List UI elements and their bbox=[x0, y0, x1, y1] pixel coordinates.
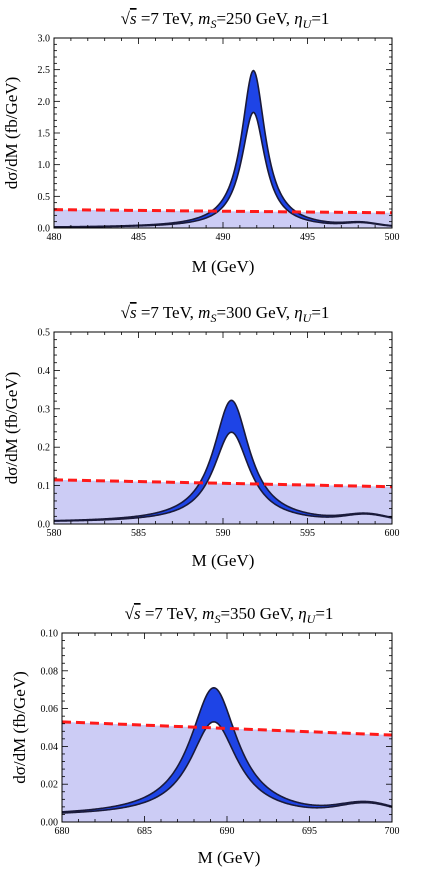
y-tick-label: 0.02 bbox=[41, 780, 59, 791]
x-tick-label: 580 bbox=[47, 528, 62, 539]
x-tick-label: 485 bbox=[131, 232, 146, 243]
signal-band-upper-edge bbox=[62, 687, 392, 813]
x-tick-label: 490 bbox=[216, 232, 231, 243]
y-tick-label: 0.06 bbox=[41, 704, 59, 715]
x-tick-label: 480 bbox=[47, 232, 62, 243]
y-tick-label: 0.0 bbox=[38, 520, 51, 531]
signal-band-upper-edge bbox=[54, 399, 392, 522]
plot-area bbox=[54, 399, 392, 524]
x-tick-label: 595 bbox=[300, 528, 315, 539]
x-axis-label: M (GeV) bbox=[198, 848, 261, 867]
x-tick-label: 590 bbox=[216, 528, 231, 539]
chart-panel: 680 685 690 695 700 0.00 0.02 0.04 0.06 0.08 0.10 M… bbox=[10, 604, 400, 867]
limit-line bbox=[54, 208, 392, 215]
signal-band bbox=[54, 400, 392, 522]
limit-line bbox=[54, 478, 392, 489]
signal-band-lower-edge bbox=[54, 111, 392, 228]
y-axis-label: dσ/dM (fb/GeV) bbox=[10, 671, 29, 784]
chart-title: √s =7 TeV, mS=300 GeV, ηU=1 bbox=[121, 303, 330, 325]
y-tick-label: 0.1 bbox=[38, 481, 51, 492]
x-tick-label: 690 bbox=[220, 826, 235, 837]
chart-panel: 580 585 590 595 600 0.0 0.1 0.2 0.3 0.4 0.5 M (GeV)… bbox=[2, 303, 400, 570]
y-tick-label: 0.2 bbox=[38, 443, 51, 454]
x-axis-label: M (GeV) bbox=[192, 551, 255, 570]
x-tick-label: 500 bbox=[385, 232, 400, 243]
signal-band-lower-edge bbox=[62, 721, 392, 814]
y-axis-label: dσ/dM (fb/GeV) bbox=[2, 372, 21, 485]
x-tick-label: 495 bbox=[300, 232, 315, 243]
y-tick-label: 0.04 bbox=[41, 742, 59, 753]
signal-band bbox=[62, 687, 392, 814]
x-tick-label: 585 bbox=[131, 528, 146, 539]
signal-band-lower-edge bbox=[54, 431, 392, 522]
plot-area bbox=[62, 687, 392, 822]
y-axis-label: dσ/dM (fb/GeV) bbox=[2, 77, 21, 190]
y-tick-label: 1.5 bbox=[38, 129, 51, 140]
x-tick-label: 680 bbox=[55, 826, 70, 837]
x-axis-label: M (GeV) bbox=[192, 257, 255, 276]
chart-panel: 480 485 490 495 500 0.0 0.5 1.0 1.5 2.0 2.5 3.0 M (G… bbox=[2, 9, 400, 276]
y-tick-label: 2.0 bbox=[38, 97, 51, 108]
y-tick-label: 0.0 bbox=[38, 224, 51, 235]
y-tick-label: 0.00 bbox=[41, 818, 59, 829]
signal-band bbox=[54, 70, 392, 228]
y-tick-label: 0.10 bbox=[41, 629, 59, 640]
y-tick-label: 0.3 bbox=[38, 404, 51, 415]
y-tick-label: 3.0 bbox=[38, 34, 51, 45]
chart-title: √s =7 TeV, mS=350 GeV, ηU=1 bbox=[125, 604, 334, 626]
x-tick-label: 600 bbox=[385, 528, 400, 539]
x-tick-label: 685 bbox=[137, 826, 152, 837]
plot-area bbox=[54, 69, 392, 228]
y-tick-label: 1.0 bbox=[38, 160, 51, 171]
x-tick-label: 700 bbox=[385, 826, 400, 837]
y-tick-label: 0.5 bbox=[38, 192, 51, 203]
y-tick-label: 2.5 bbox=[38, 65, 51, 76]
y-tick-label: 0.4 bbox=[38, 366, 51, 377]
chart-title: √s =7 TeV, mS=250 GeV, ηU=1 bbox=[121, 9, 330, 31]
y-tick-label: 0.5 bbox=[38, 328, 51, 339]
y-tick-label: 0.08 bbox=[41, 666, 59, 677]
x-tick-label: 695 bbox=[302, 826, 317, 837]
